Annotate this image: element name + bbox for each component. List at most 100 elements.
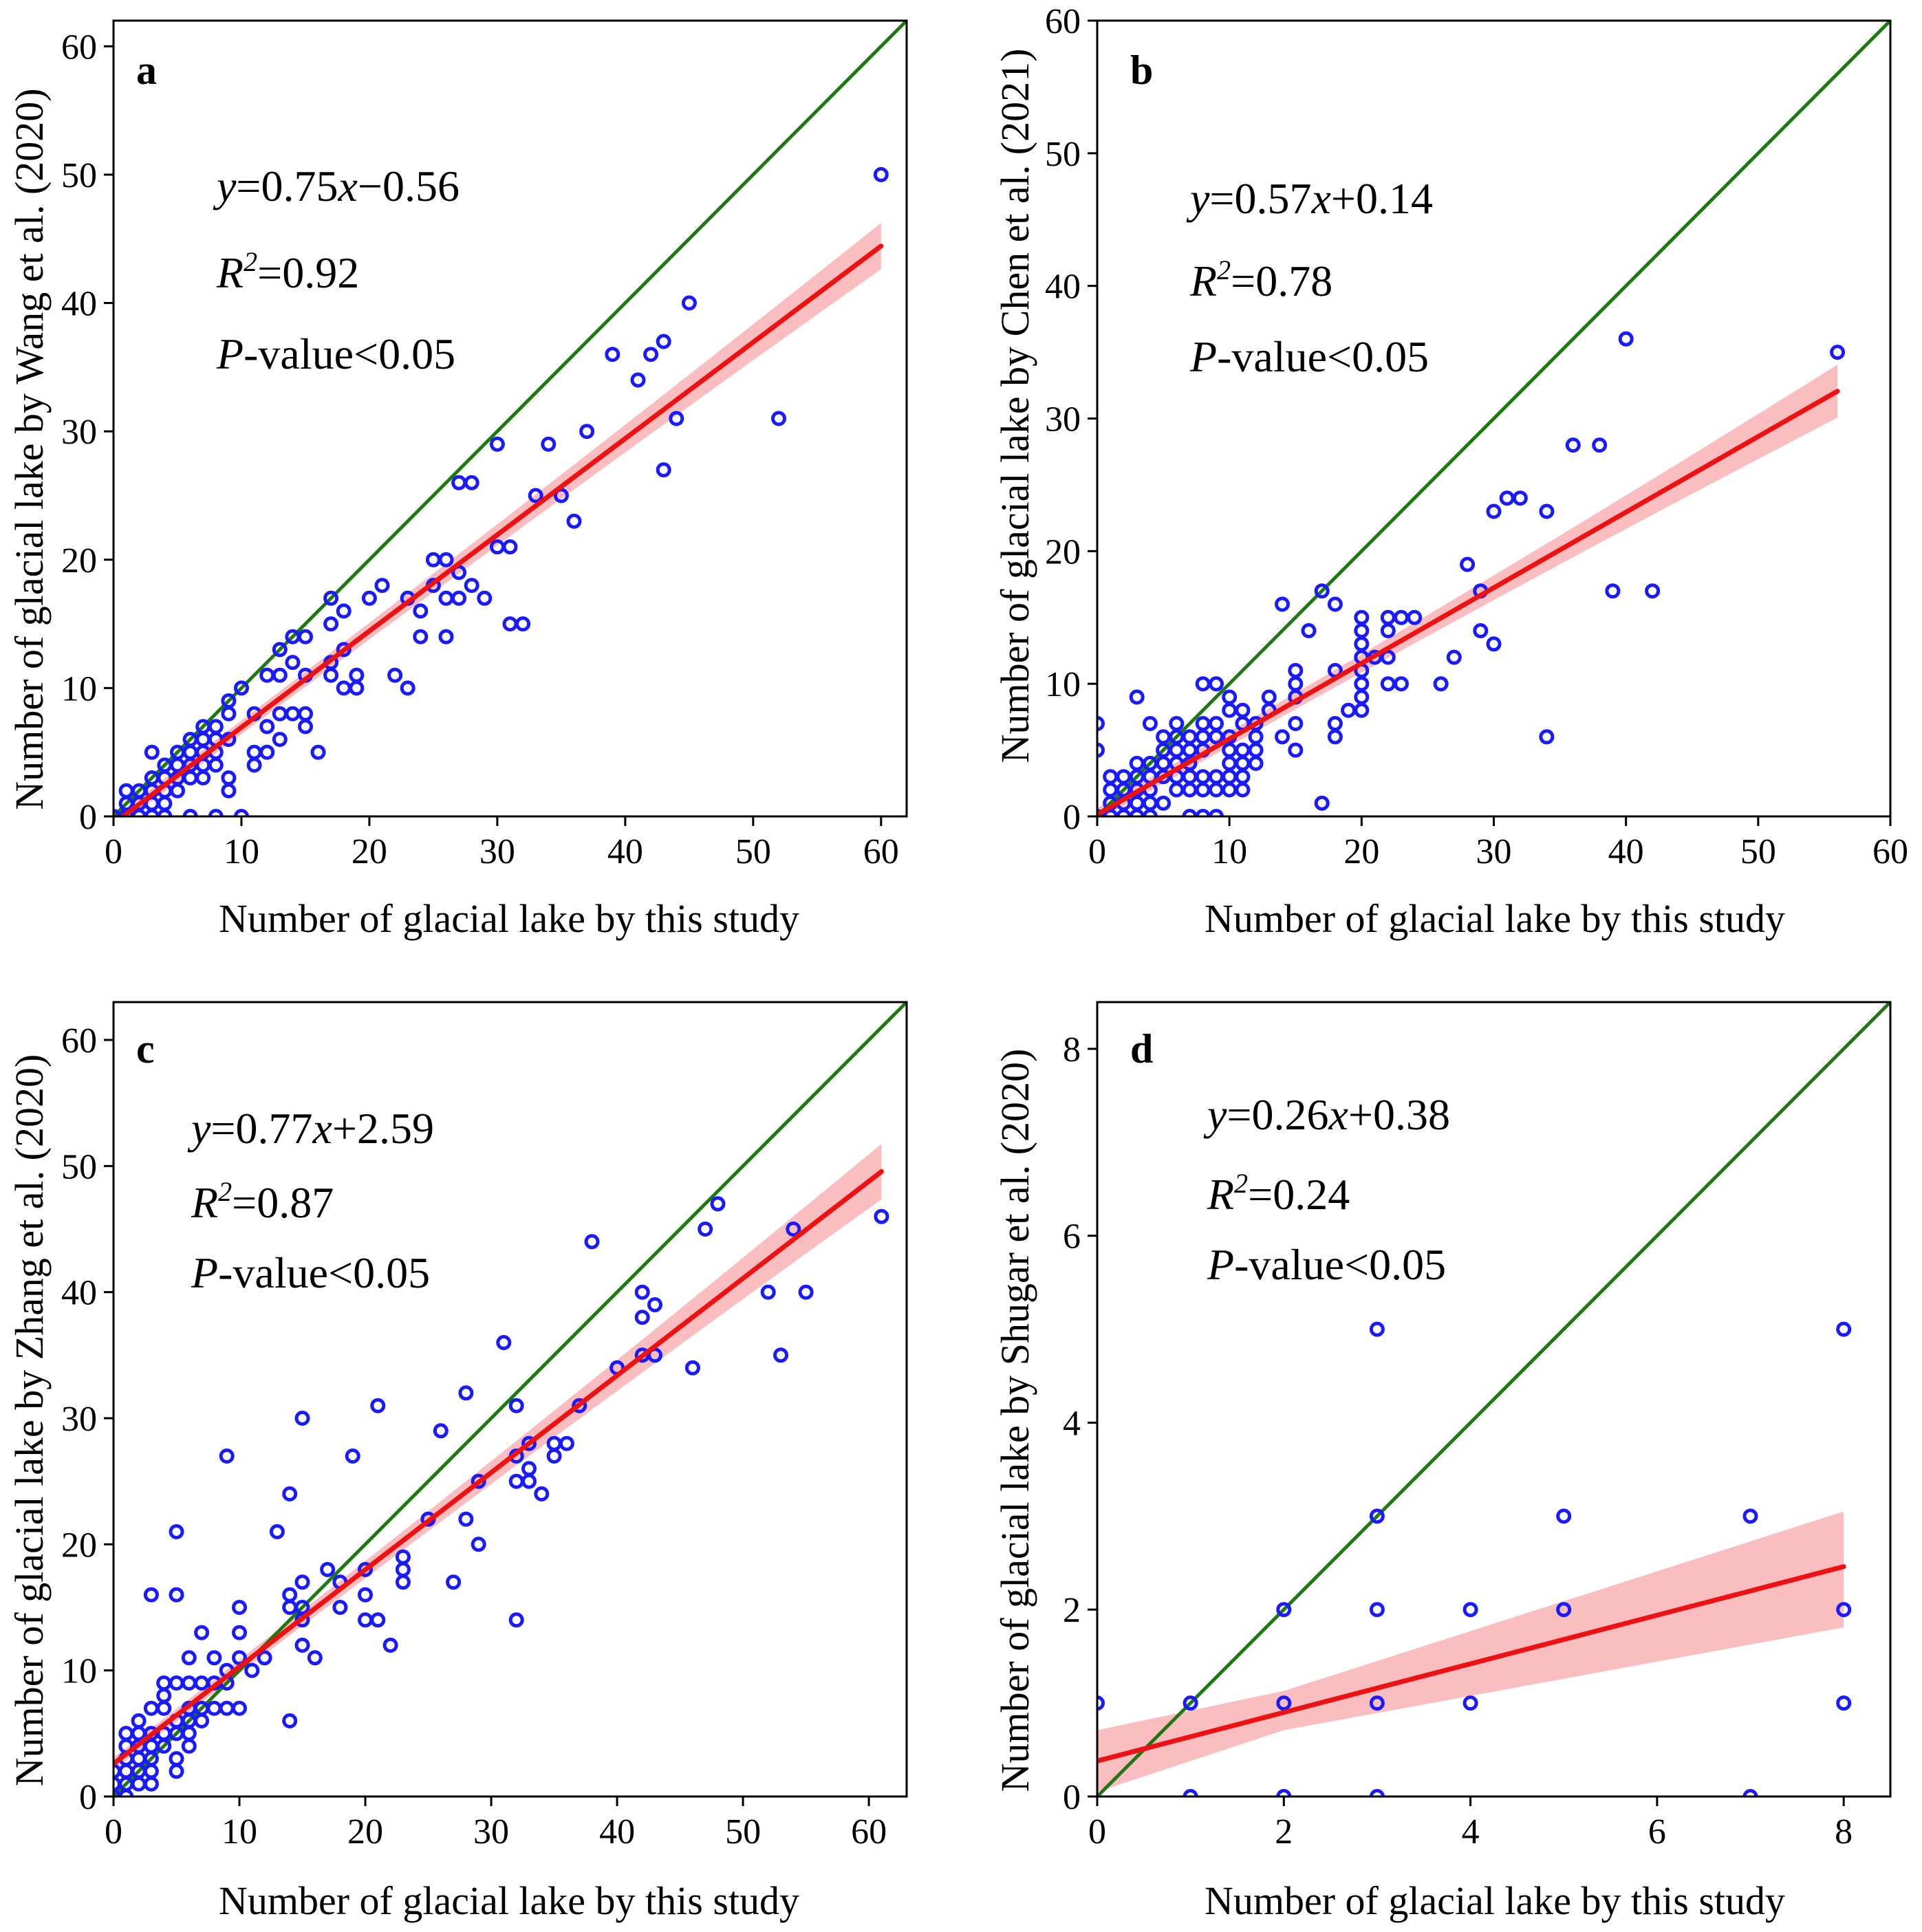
panel-b-data-point — [1407, 609, 1423, 625]
panel-c-data-point — [282, 1587, 298, 1603]
panel-a-data-point — [118, 783, 134, 799]
panel-c-data-point — [156, 1700, 172, 1716]
panel-b-x-tick-label: 60 — [1872, 832, 1908, 871]
panel-a-y-tick-label: 20 — [61, 541, 97, 580]
panel-c-y-tick-label: 20 — [61, 1526, 97, 1565]
panel-b-data-point — [1539, 729, 1555, 745]
panel-b-data-point — [1433, 676, 1449, 692]
panel-c-x-tick-label: 30 — [473, 1812, 509, 1852]
panel-c-data-point — [521, 1461, 537, 1477]
panel-a-data-point — [336, 680, 352, 696]
panel-d-plot-frame — [1096, 1001, 1892, 1798]
panel-a-data-point — [438, 629, 454, 644]
panel-b-data-point — [1182, 809, 1198, 816]
panel-b-data-point — [1116, 769, 1132, 785]
panel-b-data-point — [1275, 729, 1290, 745]
panel-a-data-point — [272, 706, 288, 721]
panel-b-data-point — [1235, 782, 1251, 798]
panel-b-data-point — [1195, 716, 1211, 731]
panel-c-data-point — [382, 1638, 398, 1653]
panel-c-data-point — [496, 1335, 512, 1350]
panel-c-data-point — [786, 1222, 801, 1237]
panel-a-plot-frame — [112, 19, 908, 818]
panel-c-y-tick-label: 10 — [61, 1652, 97, 1691]
panel-b-data-point — [1169, 742, 1185, 758]
panel-a-data-point — [208, 757, 224, 773]
panel-a-data-point — [259, 667, 275, 683]
panel-b-data-point — [1222, 702, 1238, 718]
panel-a-data-point — [323, 616, 339, 632]
panel-c-data-point — [206, 1700, 222, 1716]
panel-d: 0 2 4 6 8 0 2 4 6 8 d y=0.26x+0.38 R2=0.24 P-valu… — [993, 1001, 1892, 1923]
panel-b-x-tick-label: 30 — [1476, 832, 1512, 871]
panel-a-data-point — [298, 706, 313, 721]
panel-c-data-point — [471, 1473, 486, 1489]
panel-a-x-tick-label: 20 — [352, 832, 387, 871]
panel-a-x-tick-label: 10 — [224, 832, 259, 871]
panel-b-data-point — [1327, 729, 1343, 745]
panel-b-data-point — [1209, 782, 1224, 798]
panel-c-data-point — [232, 1600, 247, 1615]
panel-b-data-point — [1097, 716, 1105, 731]
panel-b-data-point — [1195, 782, 1211, 798]
panel-b-data-point — [1605, 583, 1621, 599]
panel-b-x-tick-label: 20 — [1343, 832, 1379, 871]
panel-a-letter: a — [136, 47, 157, 93]
panel-d-data-point — [1369, 1508, 1385, 1524]
panel-b-data-point — [1235, 742, 1251, 758]
panel-c-x-tick-label: 10 — [222, 1812, 257, 1852]
panel-b-data-point — [1512, 490, 1528, 506]
panel-b-data-point — [1314, 583, 1330, 599]
panel-c-data-point — [181, 1650, 197, 1666]
panel-a-data-point — [361, 590, 377, 606]
panel-a-x-tick-label: 30 — [479, 832, 515, 871]
panel-b-data-point — [1156, 729, 1171, 745]
panel-c-data-point — [471, 1537, 486, 1552]
panel-a-data-point — [374, 578, 390, 594]
panel-b-data-point — [1473, 623, 1489, 638]
panel-c-data-point — [634, 1284, 650, 1300]
panel-c-data-point — [433, 1423, 449, 1439]
panel-c-data-point — [294, 1574, 310, 1590]
panel-a-data-point — [182, 809, 198, 816]
panel-d-data-point — [1462, 1695, 1478, 1711]
panel-c-data-point — [219, 1448, 235, 1464]
panel-b-data-point — [1354, 676, 1370, 692]
panel-c-x-tick-label: 40 — [599, 1812, 635, 1852]
panel-a-data-point — [298, 629, 313, 644]
panel-d-y-tick-label: 8 — [1063, 1030, 1081, 1070]
panel-a-data-point — [246, 757, 262, 773]
panel-a-data-point — [170, 783, 185, 799]
panel-a-data-point — [400, 680, 415, 696]
panel-c-data-point — [282, 1486, 298, 1501]
panel-a-data-point — [208, 809, 224, 816]
panel-b-data-point — [1182, 729, 1198, 745]
panel-a-data-point — [259, 719, 275, 735]
panel-c-x-tick-label: 20 — [347, 1812, 383, 1852]
panel-a-data-point — [310, 744, 326, 760]
panel-b-data-point — [1539, 503, 1555, 519]
panel-d-data-point — [1276, 1695, 1292, 1711]
panel-b-data-point — [1380, 649, 1396, 665]
panel-a-data-point — [451, 590, 467, 606]
panel-c-data-point — [446, 1574, 462, 1590]
panel-b-data-point — [1209, 769, 1224, 785]
panel-d-plot-layer: 0 2 4 6 8 0 2 4 6 8 — [1063, 1001, 1892, 1852]
panel-d-equation: y=0.26x+0.38 — [1203, 1090, 1450, 1139]
panel-c-data-point — [370, 1612, 386, 1628]
panel-b-x-tick-label: 0 — [1088, 832, 1106, 871]
panel-c-r-squared: R2=0.87 — [191, 1176, 334, 1227]
panel-a-data-point — [144, 744, 160, 760]
panel-a-data-point — [451, 475, 467, 490]
panel-c-data-point — [584, 1234, 600, 1250]
panel-a-data-point — [566, 513, 582, 529]
panel-a-data-point — [221, 770, 237, 785]
panel-b-data-point — [1248, 755, 1264, 771]
panel-a-data-point — [246, 744, 262, 760]
panel-b-data-point — [1169, 716, 1185, 731]
panel-c-data-point — [320, 1562, 336, 1577]
panel-d-data-point — [1556, 1602, 1572, 1618]
panel-c-data-point — [395, 1562, 411, 1577]
panel-c-data-point — [156, 1675, 172, 1691]
